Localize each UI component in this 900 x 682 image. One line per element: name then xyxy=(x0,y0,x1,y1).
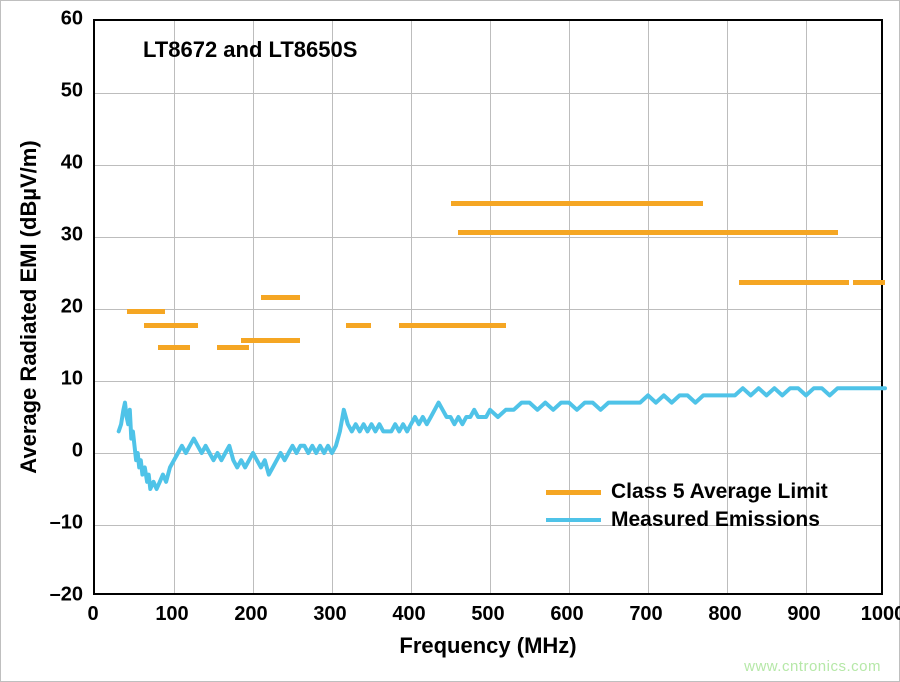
x-axis-title: Frequency (MHz) xyxy=(399,633,576,659)
y-tick-label: 0 xyxy=(72,440,83,463)
legend-label-limit: Class 5 Average Limit xyxy=(611,480,828,504)
legend-swatch-limit xyxy=(546,490,601,495)
y-tick-label: 10 xyxy=(61,368,83,391)
y-tick-label: 60 xyxy=(61,8,83,31)
x-tick-label: 0 xyxy=(87,603,98,626)
x-tick-label: 1000 xyxy=(861,603,900,626)
x-tick-label: 500 xyxy=(471,603,504,626)
y-tick-label: 50 xyxy=(61,80,83,103)
legend-label-measured: Measured Emissions xyxy=(611,508,820,532)
legend: Class 5 Average Limit Measured Emissions xyxy=(546,476,828,532)
y-tick-label: 30 xyxy=(61,224,83,247)
x-tick-label: 900 xyxy=(787,603,820,626)
y-tick-label: –10 xyxy=(50,512,83,535)
legend-item-measured: Measured Emissions xyxy=(546,508,828,532)
y-axis-title: Average Radiated EMI (dBµV/m) xyxy=(16,140,42,473)
y-tick-label: 20 xyxy=(61,296,83,319)
x-tick-label: 100 xyxy=(155,603,188,626)
x-tick-label: 300 xyxy=(313,603,346,626)
chart-title: LT8672 and LT8650S xyxy=(143,37,357,63)
x-tick-label: 400 xyxy=(392,603,425,626)
x-tick-label: 700 xyxy=(629,603,662,626)
x-tick-label: 600 xyxy=(550,603,583,626)
x-tick-label: 800 xyxy=(708,603,741,626)
y-tick-label: 40 xyxy=(61,152,83,175)
watermark: www.cntronics.com xyxy=(744,658,881,675)
x-tick-label: 200 xyxy=(234,603,267,626)
chart-frame: Average Radiated EMI (dBµV/m) Frequency … xyxy=(0,0,900,682)
legend-swatch-measured xyxy=(546,518,601,522)
legend-item-limit: Class 5 Average Limit xyxy=(546,480,828,504)
y-tick-label: –20 xyxy=(50,584,83,607)
